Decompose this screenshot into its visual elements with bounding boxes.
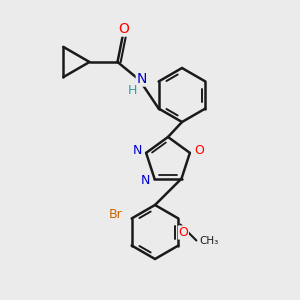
Text: Br: Br xyxy=(109,208,122,221)
Text: N: N xyxy=(136,72,147,86)
Text: H: H xyxy=(128,83,137,97)
Text: O: O xyxy=(194,144,204,158)
Text: O: O xyxy=(178,226,188,239)
Text: O: O xyxy=(118,22,129,36)
Text: N: N xyxy=(132,144,142,158)
Text: N: N xyxy=(141,174,150,187)
Text: CH₃: CH₃ xyxy=(200,236,219,247)
